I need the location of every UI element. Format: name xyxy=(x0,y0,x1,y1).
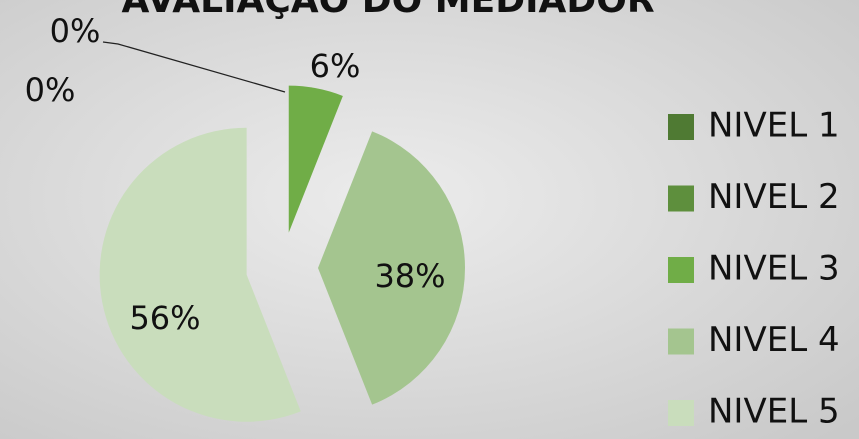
legend-label: NIVEL 5 xyxy=(708,392,840,432)
data-label: 0% xyxy=(25,71,76,109)
legend-label: NIVEL 4 xyxy=(708,320,840,360)
leader-line xyxy=(102,41,286,93)
chart-title: AVALIAÇÃO DO MEDIADOR xyxy=(121,0,654,21)
data-label: 0% xyxy=(50,12,101,50)
legend-swatch xyxy=(668,114,694,140)
legend-label: NIVEL 1 xyxy=(708,106,840,146)
legend-swatch xyxy=(668,257,694,283)
legend-swatch xyxy=(668,185,694,212)
pie-slice xyxy=(318,131,466,405)
data-label: 56% xyxy=(129,299,200,337)
pie-slice xyxy=(99,127,301,422)
pie-slice xyxy=(288,85,343,233)
legend-swatch xyxy=(668,400,694,426)
legend-swatch xyxy=(668,328,694,355)
legend-label: NIVEL 2 xyxy=(708,177,840,217)
data-label: 38% xyxy=(374,257,445,295)
data-label: 6% xyxy=(310,47,361,85)
legend-label: NIVEL 3 xyxy=(708,249,840,289)
